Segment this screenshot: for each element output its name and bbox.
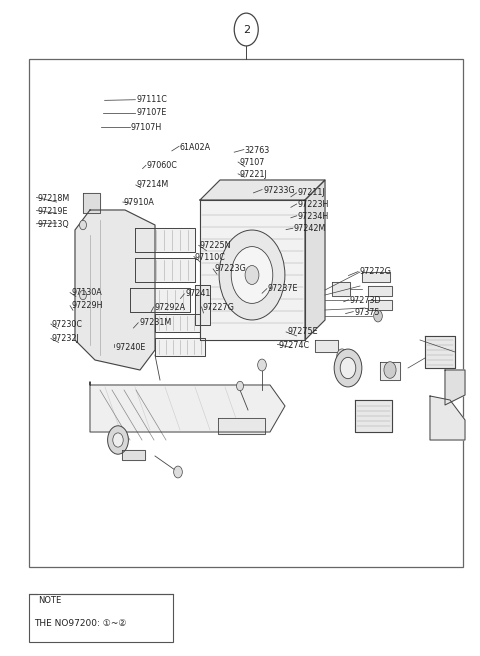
Polygon shape [332,282,350,296]
Text: 97234H: 97234H [298,212,329,221]
Circle shape [219,230,285,320]
Text: 97232J: 97232J [52,334,80,343]
Circle shape [108,426,128,454]
Text: 97375: 97375 [354,308,380,317]
Text: 97227G: 97227G [203,302,234,312]
Text: 32763: 32763 [245,146,270,155]
Text: 97219E: 97219E [37,207,68,216]
Bar [29,594,173,642]
Text: 61A02A: 61A02A [180,143,211,152]
Text: 97223H: 97223H [298,200,329,209]
Text: 97107H: 97107H [131,123,162,132]
Text: 97107: 97107 [239,158,264,167]
Circle shape [237,381,243,391]
Circle shape [231,247,273,303]
Text: 97272G: 97272G [359,267,391,276]
Text: 97273D: 97273D [349,296,381,305]
Text: 97240E: 97240E [115,343,145,352]
Circle shape [340,358,356,379]
Polygon shape [155,314,200,332]
Polygon shape [218,418,265,434]
Polygon shape [155,338,205,356]
Circle shape [174,466,182,478]
Circle shape [384,361,396,379]
Text: 97292A: 97292A [155,302,186,312]
Text: 97275E: 97275E [287,327,318,337]
Circle shape [258,359,266,371]
Polygon shape [135,258,195,282]
Polygon shape [425,336,455,368]
Circle shape [234,13,258,46]
Text: NOTE: NOTE [38,596,61,605]
Text: 97241: 97241 [185,289,211,298]
Text: THE NO97200: ①~②: THE NO97200: ①~② [35,619,127,628]
Circle shape [113,433,123,447]
Polygon shape [430,396,465,440]
Text: 97231M: 97231M [139,318,171,327]
Text: 97225N: 97225N [200,241,231,250]
Circle shape [334,349,362,387]
Polygon shape [368,300,392,310]
Text: 97213Q: 97213Q [37,220,69,229]
Text: 97274C: 97274C [278,340,310,350]
Polygon shape [75,210,155,370]
Polygon shape [362,272,390,282]
Polygon shape [368,286,392,296]
Text: 97218M: 97218M [37,194,70,203]
Text: 97237E: 97237E [268,284,299,293]
Circle shape [80,220,86,230]
Text: 2: 2 [243,24,250,35]
Circle shape [337,349,347,363]
Circle shape [373,310,383,322]
Polygon shape [200,200,305,340]
Polygon shape [195,285,210,325]
Text: 97229H: 97229H [71,301,103,310]
Bar [29,59,463,567]
Polygon shape [305,180,325,340]
Text: 97223G: 97223G [214,264,246,274]
Text: 97214M: 97214M [137,180,169,190]
Text: 97221J: 97221J [239,170,267,179]
Circle shape [245,266,259,285]
Text: 97211J: 97211J [298,188,325,197]
Text: 97060C: 97060C [147,161,178,170]
Text: 97107E: 97107E [137,108,167,117]
Polygon shape [90,382,285,432]
Polygon shape [122,450,145,460]
Text: 97233G: 97233G [263,186,295,195]
Polygon shape [83,193,100,213]
Polygon shape [315,340,338,352]
Text: 97910A: 97910A [124,197,155,207]
Polygon shape [135,228,195,252]
Text: 97130A: 97130A [71,288,102,297]
Polygon shape [200,180,325,200]
Text: 97111C: 97111C [137,95,168,104]
Text: 97242M: 97242M [294,224,326,233]
Text: 97230C: 97230C [52,319,83,329]
Text: 97110C: 97110C [195,253,226,262]
Polygon shape [380,362,400,380]
Polygon shape [130,288,190,312]
Circle shape [80,290,86,300]
Polygon shape [355,400,392,432]
Polygon shape [445,370,465,405]
